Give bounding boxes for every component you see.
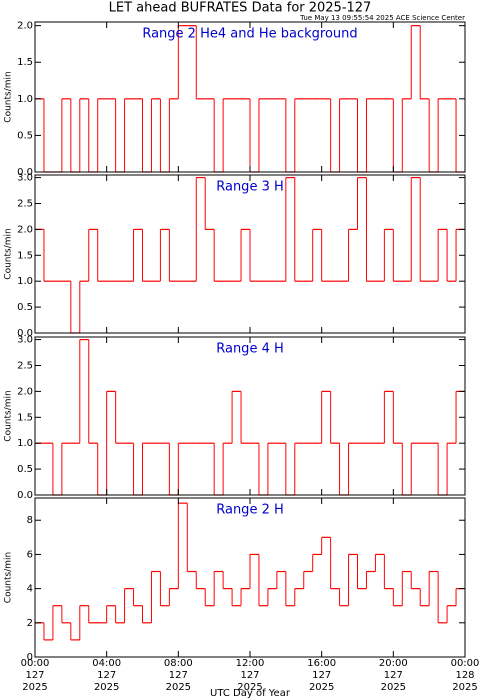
y-tick-label: 0.0 xyxy=(17,490,33,501)
y-axis-label: Counts/min xyxy=(4,390,14,441)
x-tick-year: 2025 xyxy=(452,682,477,693)
x-tick-day: 127 xyxy=(25,670,44,681)
y-tick-label: 1.0 xyxy=(17,438,33,449)
y-tick-label: 2.5 xyxy=(17,198,33,209)
y-tick-label: 1.5 xyxy=(17,57,33,68)
annotation: Range 2 He4 and He background xyxy=(142,27,357,42)
y-tick-label: 2.0 xyxy=(17,386,33,397)
y-tick-label: 8 xyxy=(27,515,33,526)
x-tick-day: 127 xyxy=(97,670,116,681)
x-tick-label: 16:00 xyxy=(307,658,336,669)
x-tick-year: 2025 xyxy=(309,682,334,693)
y-tick-label: 0 xyxy=(27,652,33,663)
y-tick-label: 0.5 xyxy=(17,130,33,141)
x-tick-label: 20:00 xyxy=(379,658,408,669)
y-axis-label: Counts/min xyxy=(4,71,14,122)
x-tick-day: 127 xyxy=(240,670,259,681)
x-tick-year: 2025 xyxy=(381,682,406,693)
x-tick-year: 2025 xyxy=(166,682,191,693)
x-tick-year: 2025 xyxy=(94,682,119,693)
x-tick-year: 2025 xyxy=(237,682,262,693)
y-tick-label: 4 xyxy=(27,584,33,595)
x-tick-label: 12:00 xyxy=(236,658,265,669)
y-axis-label: Counts/min xyxy=(4,228,14,279)
y-tick-label: 2.0 xyxy=(17,21,33,32)
x-tick-label: 04:00 xyxy=(92,658,121,669)
x-tick-day: 127 xyxy=(384,670,403,681)
y-tick-label: 2 xyxy=(27,618,33,629)
y-tick-label: 2.5 xyxy=(17,360,33,371)
chart-title: LET ahead BUFRATES Data for 2025-127 xyxy=(109,1,372,16)
x-tick-label: 00:00 xyxy=(451,658,479,669)
y-tick-label: 2.0 xyxy=(17,224,33,235)
x-tick-label: 08:00 xyxy=(164,658,193,669)
timestamp: Tue May 13 09:55:54 2025 ACE Science Cen… xyxy=(299,14,465,22)
y-tick-label: 0.5 xyxy=(17,464,33,475)
y-tick-label: 0.0 xyxy=(17,328,33,339)
y-tick-label: 1.5 xyxy=(17,250,33,261)
x-tick-day: 127 xyxy=(169,670,188,681)
x-tick-year: 2025 xyxy=(22,682,47,693)
annotation: Range 3 H xyxy=(216,180,284,195)
x-tick-day: 127 xyxy=(312,670,331,681)
y-tick-label: 0.5 xyxy=(17,302,33,313)
y-axis-label: Counts/min xyxy=(4,552,14,603)
y-tick-label: 6 xyxy=(27,549,33,560)
annotation: Range 2 H xyxy=(216,503,284,518)
y-tick-label: 0.0 xyxy=(17,167,33,178)
y-tick-label: 1.5 xyxy=(17,412,33,423)
y-tick-label: 3.0 xyxy=(17,335,33,346)
y-tick-label: 1.0 xyxy=(17,94,33,105)
y-tick-label: 3.0 xyxy=(17,173,33,184)
x-axis-label: UTC Day of Year xyxy=(210,688,291,699)
x-tick-label: 00:00 xyxy=(21,658,50,669)
x-tick-day: 128 xyxy=(455,670,474,681)
annotation: Range 4 H xyxy=(216,342,284,357)
y-tick-label: 1.0 xyxy=(17,276,33,287)
